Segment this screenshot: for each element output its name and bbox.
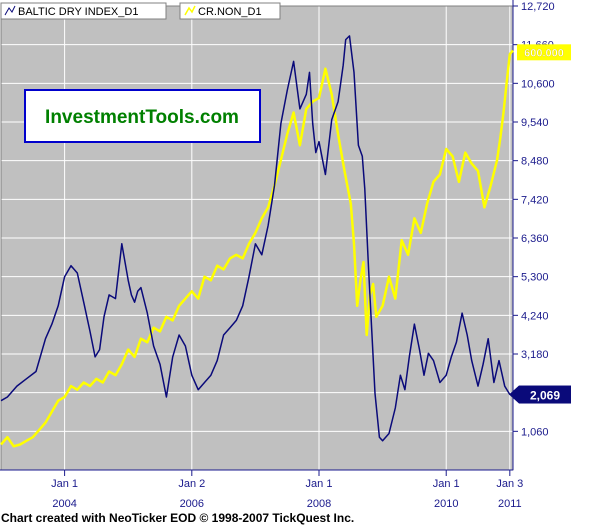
legend-label-cr: CR.NON_D1 bbox=[198, 6, 262, 18]
y-tick-label: 10,600 bbox=[521, 78, 555, 90]
legend-line-icon bbox=[184, 5, 196, 16]
footer-credit: Chart created with NeoTicker EOD © 1998-… bbox=[1, 511, 354, 525]
y-tick-label: 1,060 bbox=[521, 426, 549, 438]
y-tick-label: 12,720 bbox=[521, 1, 555, 13]
x-tick-label: 2004 bbox=[52, 498, 76, 510]
series-line-cr-non bbox=[0, 49, 514, 448]
y-tick-label: 4,240 bbox=[521, 310, 549, 322]
x-tick-label: Jan 1 bbox=[51, 478, 78, 490]
last-value-badge bbox=[517, 44, 571, 61]
x-tick-label: Jan 1 bbox=[306, 478, 333, 490]
x-tick-label: 2006 bbox=[180, 498, 204, 510]
legend-box-1 bbox=[0, 2, 167, 20]
y-tick-label: 3,180 bbox=[521, 349, 549, 361]
legend-box-2 bbox=[179, 2, 281, 20]
x-tick-label: Jan 2 bbox=[178, 478, 205, 490]
last-value-pointer bbox=[509, 385, 519, 404]
x-tick-label: 2010 bbox=[434, 498, 458, 510]
y-tick-label: 6,360 bbox=[521, 233, 549, 245]
watermark-box bbox=[24, 89, 261, 143]
x-tick-label: Jan 3 bbox=[496, 478, 523, 490]
last-value-label-bdi: 2,069 bbox=[530, 389, 560, 403]
x-tick-label: 2008 bbox=[307, 498, 331, 510]
series-line-baltic-dry-index bbox=[0, 35, 511, 442]
y-tick-label: 7,420 bbox=[521, 194, 549, 206]
x-axis-panel bbox=[0, 470, 592, 526]
y-tick-label: 9,540 bbox=[521, 117, 549, 129]
x-tick-label: Jan 1 bbox=[433, 478, 460, 490]
last-value-badge bbox=[519, 385, 571, 404]
y-tick-label: 8,480 bbox=[521, 156, 549, 168]
legend-label-bdi: BALTIC DRY INDEX_D1 bbox=[18, 6, 138, 18]
legend-line-icon bbox=[4, 5, 16, 16]
y-tick-label: 5,300 bbox=[521, 272, 549, 284]
last-value-label-cr: 600.000 bbox=[524, 47, 564, 59]
watermark-text: InvestmentTools.com bbox=[45, 107, 239, 128]
x-tick-label: 2011 bbox=[498, 498, 522, 510]
